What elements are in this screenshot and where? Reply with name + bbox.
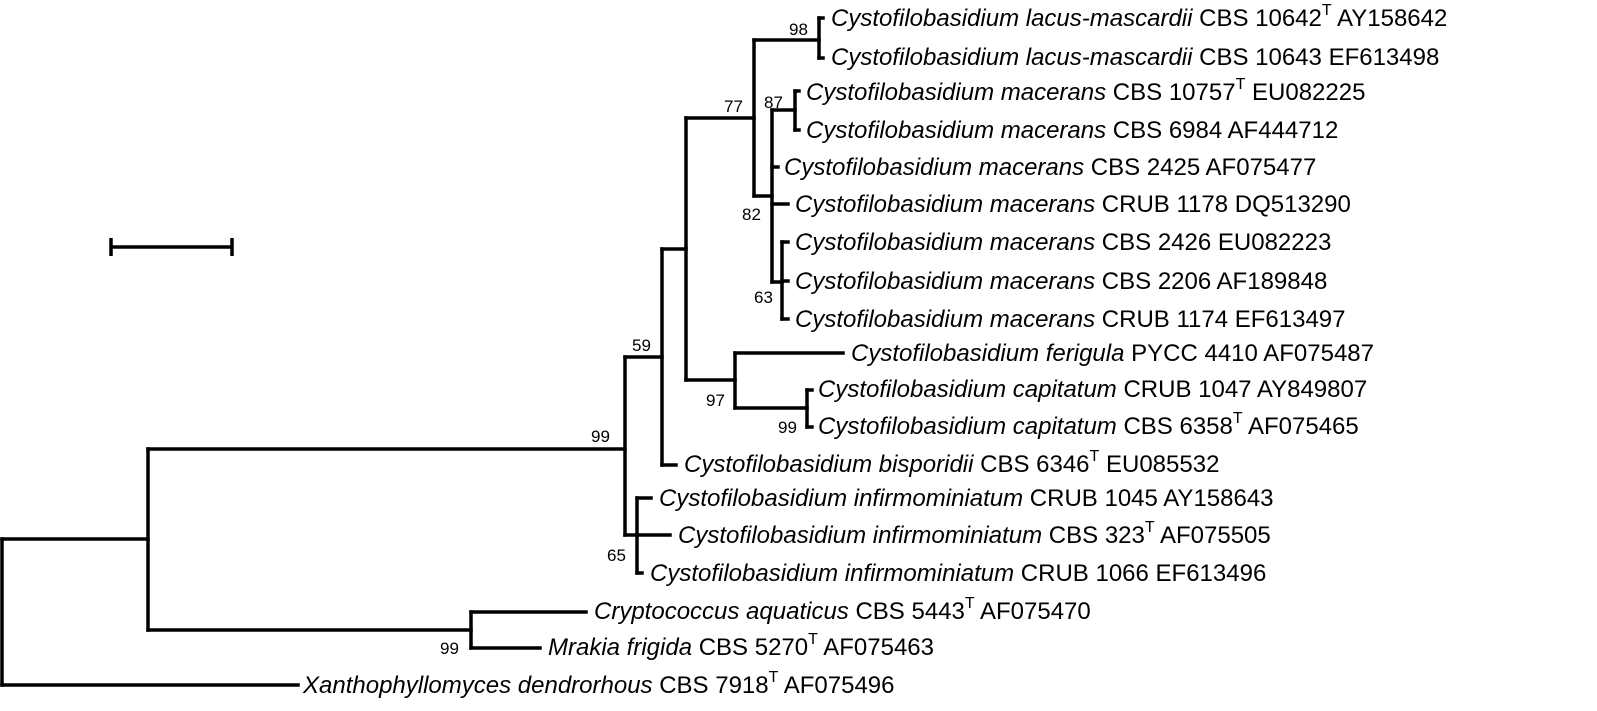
- taxon-label: Cryptococcus aquaticus CBS 5443T AF07547…: [594, 595, 1091, 625]
- taxon-label: Cystofilobasidium macerans CBS 2426 EU08…: [795, 229, 1331, 256]
- taxon-label: Cystofilobasidium macerans CBS 2425 AF07…: [784, 154, 1316, 181]
- taxon-label: Cystofilobasidium macerans CBS 10757T EU…: [806, 76, 1365, 106]
- bootstrap-value-aquaticus-frigida: 99: [440, 639, 459, 658]
- taxon-label: Cystofilobasidium infirmominiatum CRUB 1…: [659, 485, 1274, 512]
- taxon-label: Cystofilobasidium capitatum CBS 6358T AF…: [818, 410, 1359, 440]
- taxon-label: Mrakia frigida CBS 5270T AF075463: [548, 631, 934, 661]
- tree-branches: [0, 16, 845, 687]
- taxon-label: Cystofilobasidium lacus-mascardii CBS 10…: [831, 2, 1447, 32]
- bootstrap-values: 98 77 87 82 63 59 97 99 99 65 99: [440, 20, 808, 658]
- bootstrap-value-capitatum: 99: [778, 418, 797, 437]
- bootstrap-value-macerans-group: 82: [742, 205, 761, 224]
- scale-bar: [109, 238, 234, 256]
- bootstrap-value-infirmominiatum: 65: [607, 546, 626, 565]
- bootstrap-value-ingroup-core: 59: [632, 336, 651, 355]
- bootstrap-value-cystofilobasidium: 99: [591, 427, 610, 446]
- bootstrap-value-macerans-trio: 63: [754, 288, 773, 307]
- taxon-label: Cystofilobasidium macerans CRUB 1178 DQ5…: [795, 191, 1351, 218]
- taxon-label: Xanthophyllomyces dendrorhous CBS 7918T …: [302, 669, 895, 699]
- taxon-label: Cystofilobasidium macerans CBS 6984 AF44…: [806, 117, 1338, 144]
- taxon-label: Cystofilobasidium macerans CRUB 1174 EF6…: [795, 306, 1346, 333]
- taxon-label: Cystofilobasidium macerans CBS 2206 AF18…: [795, 268, 1327, 295]
- taxon-labels: Cystofilobasidium lacus-mascardii CBS 10…: [302, 2, 1447, 699]
- bootstrap-value-macerans-pair: 87: [764, 93, 783, 112]
- bootstrap-value-ferigula-capitatum: 97: [706, 391, 725, 410]
- taxon-label: Cystofilobasidium ferigula PYCC 4410 AF0…: [851, 340, 1374, 367]
- taxon-label: Cystofilobasidium capitatum CRUB 1047 AY…: [818, 376, 1367, 403]
- taxon-label: Cystofilobasidium bisporidii CBS 6346T E…: [684, 448, 1219, 478]
- bootstrap-value-lacus-mascardii: 98: [789, 20, 808, 39]
- taxon-label: Cystofilobasidium infirmominiatum CBS 32…: [678, 519, 1271, 549]
- taxon-label: Cystofilobasidium lacus-mascardii CBS 10…: [831, 44, 1439, 71]
- taxon-label: Cystofilobasidium infirmominiatum CRUB 1…: [650, 560, 1266, 587]
- bootstrap-value-macerans-crown: 77: [724, 97, 743, 116]
